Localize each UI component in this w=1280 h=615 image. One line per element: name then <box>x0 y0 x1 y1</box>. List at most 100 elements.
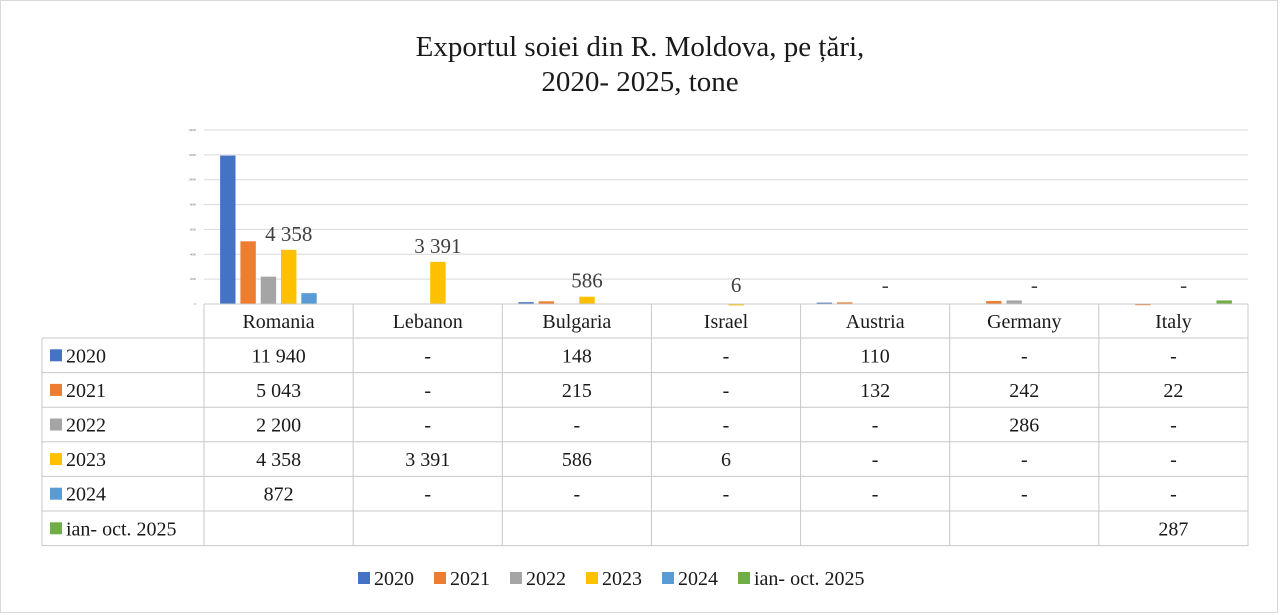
cell-3-austria: - <box>872 449 879 471</box>
y-tick-label-5: 10000 <box>189 178 197 182</box>
y-tick-label-4: 8000 <box>190 203 197 207</box>
category-label-bulgaria: Bulgaria <box>542 311 611 333</box>
cell-4-israel: - <box>723 484 730 506</box>
cell-0-romania: 11 940 <box>251 345 305 367</box>
cell-2-israel: - <box>723 415 730 437</box>
cell-3-israel: 6 <box>721 449 731 471</box>
cell-3-italy: - <box>1170 449 1177 471</box>
bar-romania-3 <box>281 249 297 304</box>
category-label-lebanon: Lebanon <box>393 311 463 333</box>
cell-0-germany: - <box>1021 345 1028 367</box>
legend-swatch-3 <box>586 572 598 584</box>
row-label-2: 2022 <box>66 415 106 437</box>
y-tick-label-1: 2000 <box>190 277 197 281</box>
bar-germany-2 <box>1006 300 1022 304</box>
cell-4-romania: 872 <box>264 484 294 506</box>
cell-3-lebanon: 3 391 <box>405 449 450 471</box>
legend-key-row-3 <box>50 453 62 466</box>
category-label-israel: Israel <box>704 311 749 333</box>
bar-romania-2 <box>260 276 277 304</box>
cell-2-bulgaria: - <box>574 415 581 437</box>
row-label-1: 2021 <box>66 380 106 402</box>
cell-3-bulgaria: 586 <box>562 449 592 471</box>
legend-key-row-2 <box>50 418 62 431</box>
cell-4-italy: - <box>1170 484 1177 506</box>
bar-bulgaria-0 <box>518 302 534 304</box>
data-label-1: 3 391 <box>414 234 461 258</box>
y-tick-label-6: 12000 <box>189 153 197 157</box>
cell-4-lebanon: - <box>424 484 431 506</box>
cell-3-germany: - <box>1021 449 1028 471</box>
cell-2-italy: - <box>1170 415 1177 437</box>
data-label-5: - <box>1031 273 1038 297</box>
data-label-6: - <box>1180 273 1187 297</box>
cell-1-austria: 132 <box>860 380 890 402</box>
bar-romania-4 <box>301 293 317 304</box>
row-label-3: 2023 <box>66 449 106 471</box>
legend-swatch-0 <box>358 572 370 584</box>
chart-title-line-2: 2020- 2025, tone <box>541 66 738 98</box>
data-label-3: 6 <box>731 273 742 297</box>
y-tick-label-2: 4000 <box>190 252 197 256</box>
category-label-italy: Italy <box>1155 311 1192 333</box>
cell-0-bulgaria: 148 <box>562 345 592 367</box>
bar-lebanon-3 <box>430 261 446 304</box>
cell-2-austria: - <box>872 415 879 437</box>
row-label-5: ian- oct. 2025 <box>66 518 177 540</box>
cell-1-italy: 22 <box>1163 380 1183 402</box>
cell-2-germany: 286 <box>1009 415 1039 437</box>
cell-0-israel: - <box>723 345 730 367</box>
legend-key-row-1 <box>50 383 62 396</box>
cell-0-lebanon: - <box>424 345 431 367</box>
cell-1-lebanon: - <box>424 380 431 402</box>
bar-germany-1 <box>986 300 1002 304</box>
data-label-4: - <box>882 273 889 297</box>
cell-4-germany: - <box>1021 484 1028 506</box>
cell-4-austria: - <box>872 484 879 506</box>
cell-1-germany: 242 <box>1009 380 1039 402</box>
legend-label-2: 2022 <box>526 568 566 590</box>
cell-0-italy: - <box>1170 345 1177 367</box>
legend-label-1: 2021 <box>450 568 490 590</box>
legend-label-5: ian- oct. 2025 <box>754 568 865 590</box>
cell-4-bulgaria: - <box>574 484 581 506</box>
legend-key-row-5 <box>50 522 62 535</box>
category-label-romania: Romania <box>242 311 314 333</box>
chart-title-line-1: Exportul soiei din R. Moldova, pe țări, <box>416 31 865 63</box>
cell-1-romania: 5 043 <box>256 380 301 402</box>
legend-key-row-0 <box>50 349 62 362</box>
bar-bulgaria-1 <box>538 301 555 304</box>
cell-3-romania: 4 358 <box>256 449 301 471</box>
cell-1-israel: - <box>723 380 730 402</box>
legend-label-3: 2023 <box>602 568 642 590</box>
row-label-4: 2024 <box>66 484 106 506</box>
y-tick-label-7: 14000 <box>189 128 197 132</box>
bar-austria-1 <box>836 302 853 304</box>
data-label-0: 4 358 <box>265 222 312 246</box>
data-label-2: 586 <box>571 269 603 293</box>
legend-swatch-4 <box>662 572 674 584</box>
cell-1-bulgaria: 215 <box>562 380 592 402</box>
cell-2-lebanon: - <box>424 415 431 437</box>
legend-swatch-1 <box>434 572 446 584</box>
legend-label-0: 2020 <box>374 568 414 590</box>
row-label-0: 2020 <box>66 345 106 367</box>
category-label-germany: Germany <box>987 311 1061 333</box>
y-tick-label-3: 6000 <box>190 227 197 231</box>
bar-israel-3 <box>728 303 744 306</box>
legend-swatch-5 <box>738 572 750 584</box>
legend-label-4: 2024 <box>678 568 718 590</box>
bar-romania-1 <box>240 241 256 304</box>
bar-romania-0 <box>220 155 236 304</box>
y-tick-label-0: 0 <box>195 302 197 306</box>
legend-key-row-4 <box>50 487 62 500</box>
bar-bulgaria-3 <box>579 296 595 304</box>
bar-austria-0 <box>816 302 833 305</box>
category-label-austria: Austria <box>846 311 905 333</box>
bar-italy-5 <box>1216 300 1232 304</box>
legend-swatch-2 <box>510 572 522 584</box>
cell-2-romania: 2 200 <box>256 415 301 437</box>
cell-5-italy: 287 <box>1158 518 1188 540</box>
